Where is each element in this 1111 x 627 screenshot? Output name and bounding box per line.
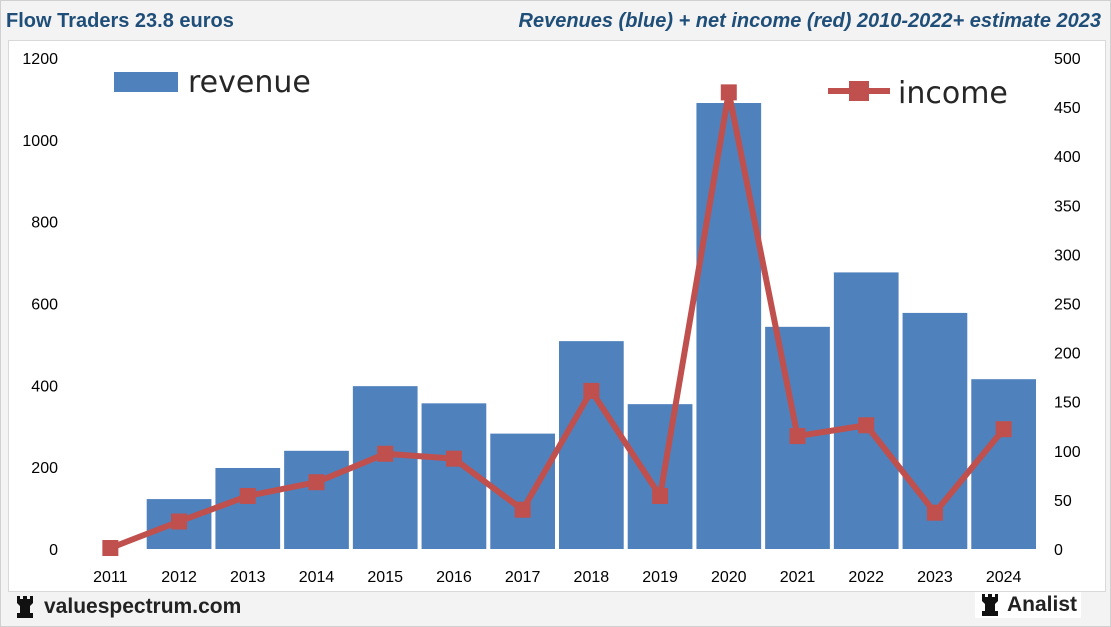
right-axis-tick: 200 bbox=[1054, 346, 1081, 363]
income-point-2011 bbox=[102, 540, 119, 557]
income-point-2019 bbox=[652, 487, 669, 504]
rook-icon bbox=[981, 594, 998, 616]
x-axis-tick: 2013 bbox=[230, 569, 266, 586]
income-point-2013 bbox=[239, 487, 256, 504]
x-axis-tick: 2011 bbox=[93, 569, 128, 586]
income-point-2015 bbox=[377, 445, 394, 462]
income-point-2016 bbox=[445, 450, 462, 467]
left-axis-tick: 800 bbox=[31, 215, 58, 232]
x-axis-tick: 2015 bbox=[367, 569, 403, 586]
left-axis-tick: 1000 bbox=[22, 133, 58, 150]
x-axis-tick: 2021 bbox=[780, 569, 816, 586]
x-axis-tick: 2016 bbox=[436, 569, 472, 586]
right-axis-tick: 50 bbox=[1054, 493, 1072, 510]
income-point-2012 bbox=[171, 513, 188, 530]
legend-revenue-label: revenue bbox=[188, 65, 311, 100]
right-axis-tick: 300 bbox=[1054, 247, 1081, 264]
revenue-bar-2018 bbox=[559, 341, 624, 549]
page-title: Flow Traders 23.8 euros bbox=[6, 10, 234, 32]
x-axis-tick: 2014 bbox=[299, 569, 335, 586]
x-axis-tick: 2018 bbox=[574, 569, 610, 586]
left-axis-tick: 400 bbox=[31, 378, 58, 395]
right-axis-tick: 500 bbox=[1054, 51, 1081, 68]
income-series-line bbox=[109, 89, 1006, 551]
revenue-bar-2022 bbox=[833, 272, 899, 549]
left-axis-tick: 1200 bbox=[22, 51, 58, 68]
x-axis-tick: 2024 bbox=[986, 569, 1022, 586]
right-axis-tick: 0 bbox=[1054, 542, 1063, 559]
left-axis-tick: 200 bbox=[31, 460, 58, 477]
income-point-2024 bbox=[995, 421, 1012, 438]
income-point-2018 bbox=[583, 382, 600, 399]
left-axis-tick: 600 bbox=[31, 297, 58, 314]
legend-income-marker bbox=[849, 81, 869, 101]
x-axis-tick: 2023 bbox=[917, 569, 953, 586]
income-point-2017 bbox=[514, 501, 531, 518]
axis-ticks: 0 200 400 600 800 1000 1200 0 50 100 150 200 250 300 3… bbox=[22, 51, 1080, 586]
revenue-bar-2014 bbox=[284, 450, 349, 549]
right-axis-tick: 100 bbox=[1054, 444, 1081, 461]
income-point-2022 bbox=[858, 417, 875, 434]
x-axis-tick: 2020 bbox=[711, 569, 747, 586]
legend-income-label: income bbox=[898, 76, 1008, 111]
revenue-bar-2013 bbox=[215, 467, 281, 549]
income-point-2014 bbox=[308, 474, 325, 491]
right-axis-tick: 250 bbox=[1054, 297, 1081, 314]
revenue-bar-2015 bbox=[352, 386, 418, 549]
income-point-2020 bbox=[720, 84, 737, 101]
x-axis-tick: 2019 bbox=[642, 569, 678, 586]
x-axis-tick: 2022 bbox=[848, 569, 884, 586]
right-axis-tick: 350 bbox=[1054, 198, 1081, 215]
legend: revenue income bbox=[114, 65, 1008, 111]
revenue-bar-2019 bbox=[627, 404, 693, 549]
income-point-2021 bbox=[789, 428, 806, 445]
revenue-bars bbox=[146, 103, 1036, 549]
x-axis-tick: 2012 bbox=[161, 569, 197, 586]
right-axis-tick: 150 bbox=[1054, 395, 1081, 412]
legend-revenue-swatch bbox=[114, 72, 178, 92]
income-line bbox=[102, 84, 1012, 557]
footer-brand: Analist bbox=[974, 592, 1081, 618]
site-label: valuespectrum.com bbox=[44, 595, 242, 618]
chart-subtitle: Revenues (blue) + net income (red) 2010-… bbox=[518, 10, 1102, 32]
x-axis-tick: 2017 bbox=[505, 569, 541, 586]
revenue-bar-2024 bbox=[971, 379, 1036, 549]
rook-icon bbox=[17, 596, 33, 618]
income-point-2023 bbox=[926, 504, 943, 521]
revenue-bar-2020 bbox=[696, 103, 762, 549]
left-axis-tick: 0 bbox=[49, 542, 58, 559]
footer-site: valuespectrum.com bbox=[14, 594, 241, 620]
right-axis-tick: 400 bbox=[1054, 149, 1081, 166]
right-axis-tick: 450 bbox=[1054, 100, 1081, 117]
brand-label: Analist bbox=[1006, 593, 1077, 616]
